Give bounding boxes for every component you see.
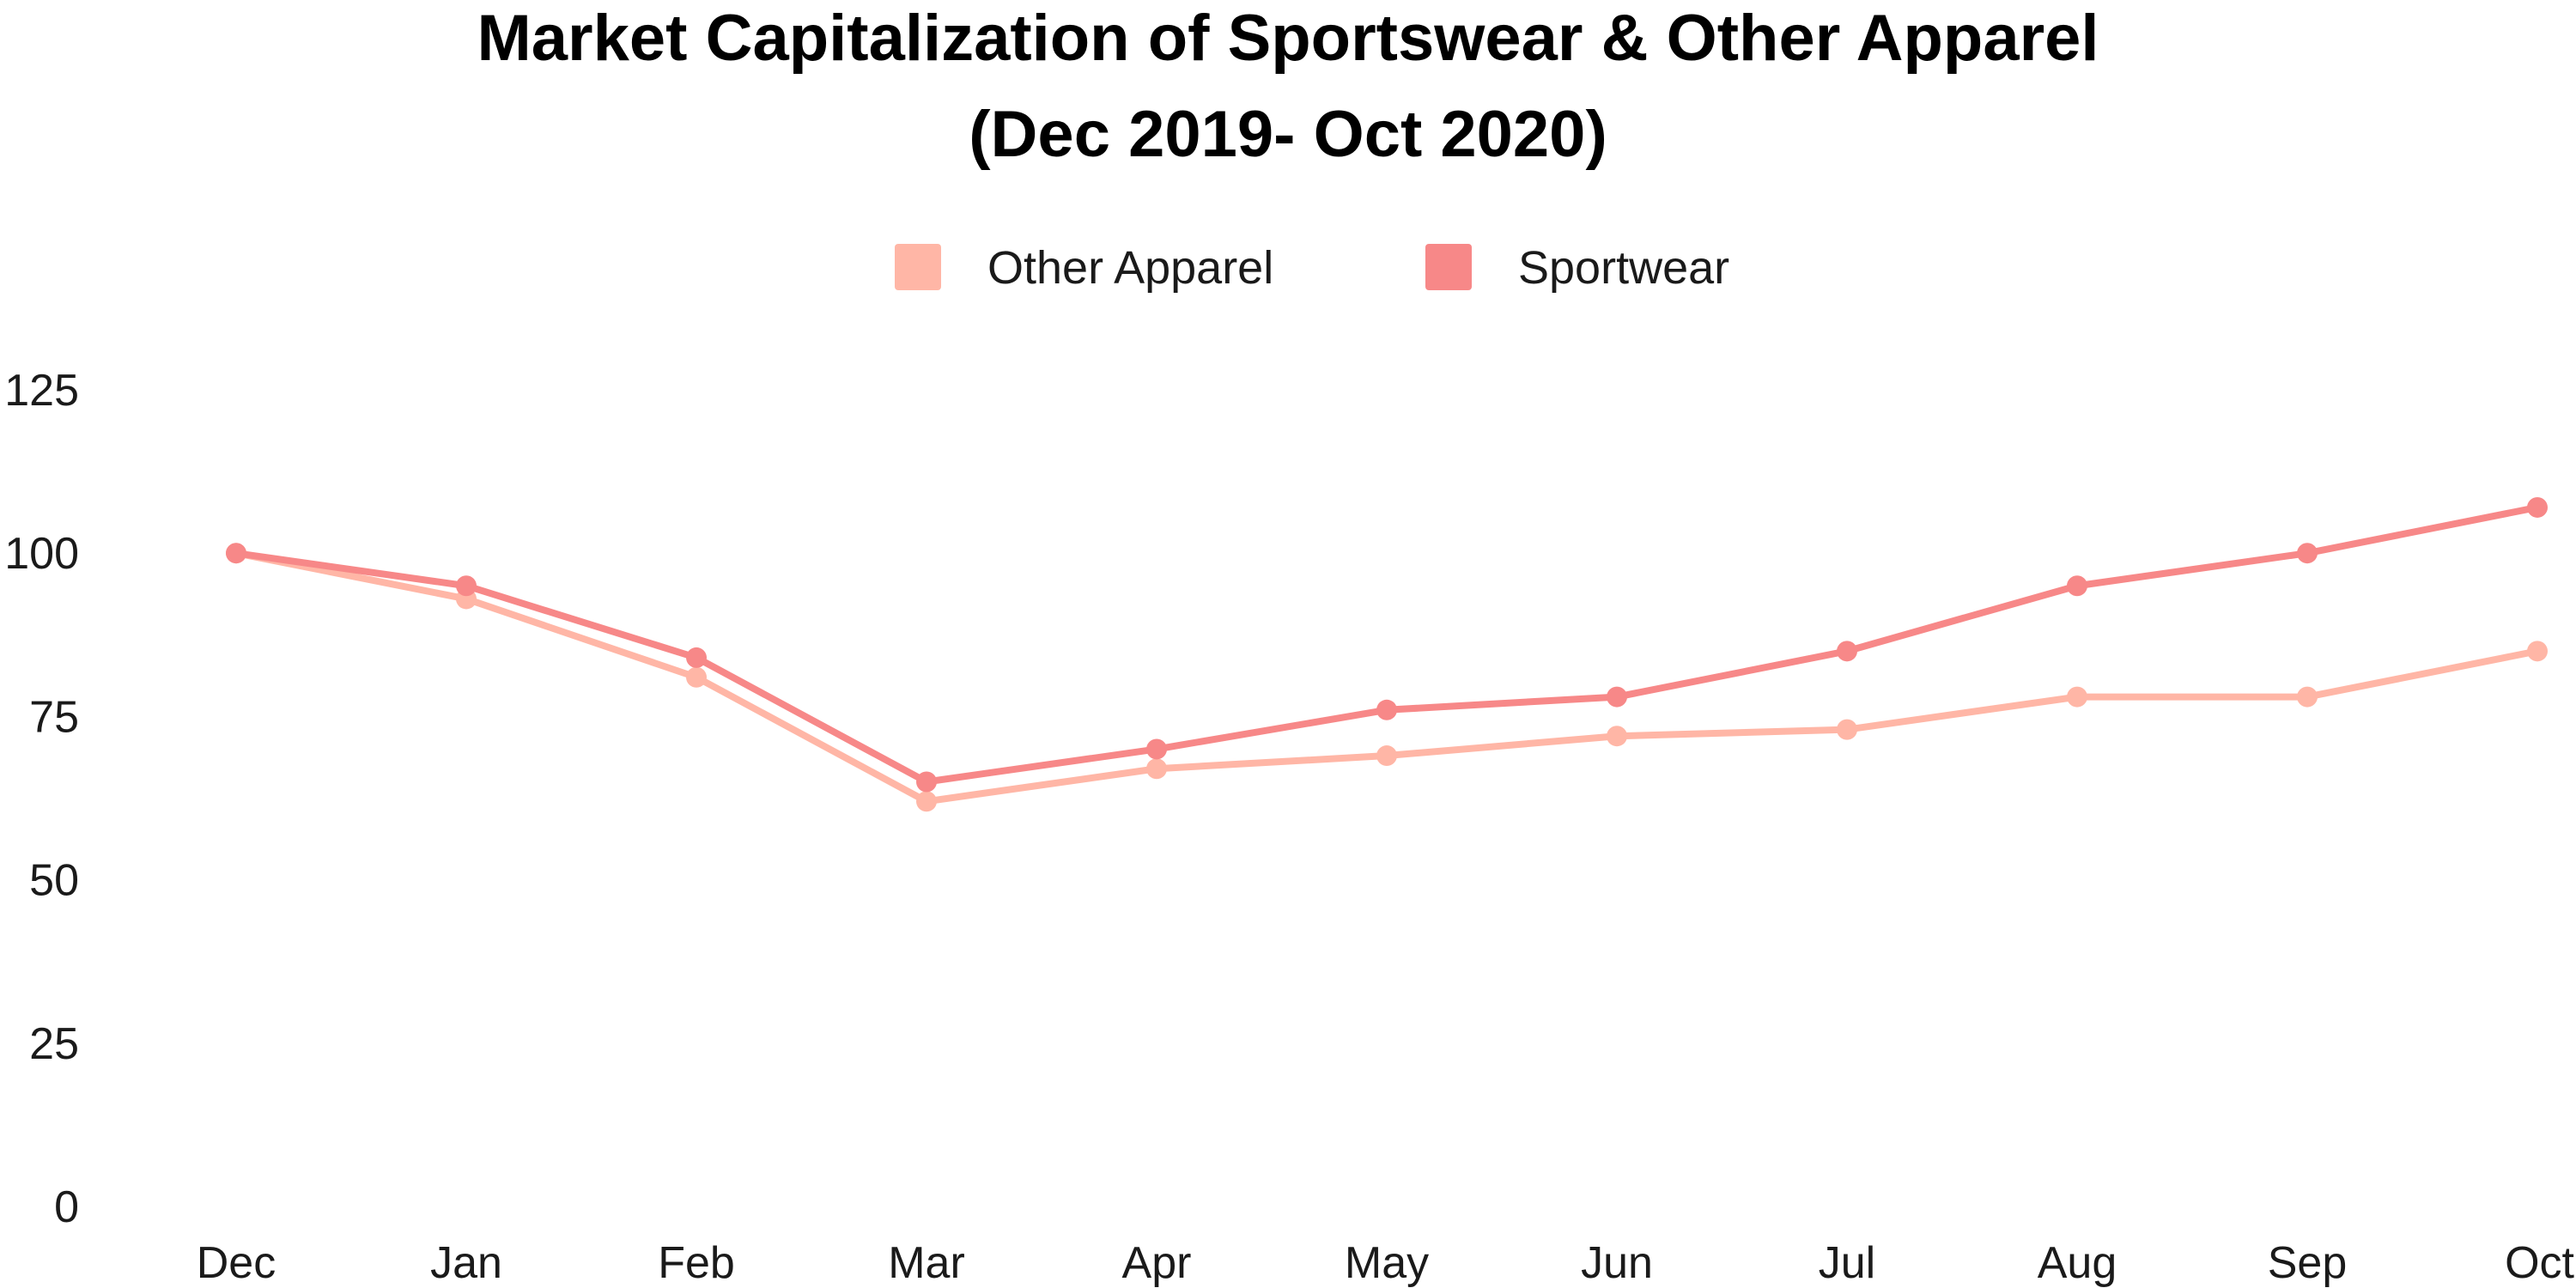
x-tick-label: Oct — [2505, 1238, 2574, 1288]
data-point-sportwear — [686, 647, 707, 668]
x-tick-label: Jul — [1819, 1238, 1875, 1288]
data-point-sportwear — [226, 543, 246, 564]
y-tick-label: 125 — [4, 366, 79, 416]
legend-label-sportwear: Sportwear — [1518, 242, 1729, 294]
legend-swatch-sportwear — [1425, 244, 1472, 290]
series-layer — [226, 496, 2548, 812]
y-tick-label: 75 — [29, 692, 79, 742]
x-tick-label: Mar — [888, 1238, 965, 1288]
x-tick-label: Sep — [2268, 1238, 2348, 1288]
x-tick-label: Aug — [2038, 1238, 2117, 1288]
data-point-sportwear — [2067, 575, 2087, 597]
x-tick-label: Feb — [658, 1238, 735, 1288]
legend: Other Apparel Sportwear — [895, 242, 1729, 294]
data-point-other-apparel — [1146, 758, 1167, 780]
x-axis: Dec Jan Feb Mar Apr May Jun Jul Aug Sep Oct — [197, 1238, 2575, 1288]
x-tick-label: May — [1345, 1238, 1429, 1288]
data-point-sportwear — [916, 771, 937, 793]
data-point-other-apparel — [686, 666, 707, 688]
data-point-other-apparel — [2067, 686, 2087, 708]
y-tick-label: 100 — [4, 529, 79, 579]
data-point-other-apparel — [1376, 745, 1397, 767]
y-tick-label: 25 — [29, 1019, 79, 1069]
y-tick-label: 50 — [29, 856, 79, 906]
x-tick-label: Jan — [430, 1238, 502, 1288]
data-point-other-apparel — [916, 791, 937, 812]
data-point-sportwear — [1146, 738, 1167, 760]
x-tick-label: Jun — [1581, 1238, 1653, 1288]
data-point-other-apparel — [1837, 719, 1857, 740]
data-point-sportwear — [1837, 641, 1857, 662]
x-tick-label: Dec — [197, 1238, 276, 1288]
series-line-sportwear — [233, 503, 2541, 786]
y-axis: 0 25 50 75 100 125 — [4, 366, 79, 1232]
legend-swatch-other-apparel — [895, 244, 941, 290]
data-point-sportwear — [456, 575, 477, 597]
data-point-other-apparel — [2527, 641, 2548, 662]
data-point-sportwear — [1376, 699, 1397, 720]
x-tick-label: Apr — [1122, 1238, 1192, 1288]
data-point-sportwear — [2527, 496, 2548, 518]
chart-subtitle: (Dec 2019- Oct 2020) — [969, 98, 1607, 171]
chart-title: Market Capitalization of Sportswear & Ot… — [477, 2, 2099, 75]
y-tick-label: 0 — [54, 1182, 79, 1232]
data-point-sportwear — [1607, 686, 1627, 708]
data-point-sportwear — [2297, 543, 2318, 564]
legend-label-other-apparel: Other Apparel — [987, 242, 1273, 294]
data-point-other-apparel — [1607, 726, 1627, 747]
data-point-other-apparel — [2297, 686, 2318, 708]
